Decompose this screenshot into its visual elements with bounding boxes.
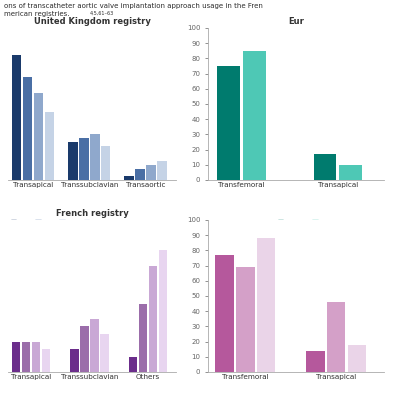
Legend: 2011–12, 2013: 2011–12, 2013 bbox=[278, 220, 334, 226]
Bar bbox=[100, 334, 109, 372]
Bar bbox=[216, 255, 234, 372]
Bar bbox=[34, 92, 43, 180]
Text: merican registries.: merican registries. bbox=[4, 11, 70, 17]
Bar bbox=[90, 134, 100, 180]
Legend: 2009, 2010, 2011, 2012: 2009, 2010, 2011, 2012 bbox=[11, 220, 106, 226]
Bar bbox=[12, 55, 22, 180]
Bar bbox=[159, 250, 168, 372]
Bar bbox=[135, 168, 145, 180]
Bar bbox=[243, 51, 266, 180]
Bar bbox=[157, 161, 167, 180]
Bar bbox=[44, 112, 54, 180]
Bar bbox=[217, 66, 240, 180]
Bar bbox=[306, 351, 325, 372]
Text: ons of transcatheter aortic valve implantation approach usage in the Fren: ons of transcatheter aortic valve implan… bbox=[4, 3, 263, 9]
Bar bbox=[22, 342, 30, 372]
Bar bbox=[42, 349, 50, 372]
Bar bbox=[139, 304, 148, 372]
Title: United Kingdom registry: United Kingdom registry bbox=[34, 17, 150, 26]
Bar bbox=[80, 326, 89, 372]
Title: Eur: Eur bbox=[288, 17, 304, 26]
Bar bbox=[339, 165, 362, 180]
Bar bbox=[12, 342, 20, 372]
Bar bbox=[129, 357, 138, 372]
Bar bbox=[314, 154, 336, 180]
Bar bbox=[149, 266, 158, 372]
Bar bbox=[124, 176, 134, 180]
Bar bbox=[90, 319, 99, 372]
Bar bbox=[70, 349, 79, 372]
Bar bbox=[146, 165, 156, 180]
Bar bbox=[236, 267, 254, 372]
Bar bbox=[68, 142, 78, 180]
Text: 4,5,61–63: 4,5,61–63 bbox=[90, 11, 114, 16]
Bar bbox=[101, 146, 110, 180]
Bar bbox=[32, 342, 40, 372]
Bar bbox=[327, 302, 345, 372]
Bar bbox=[348, 345, 366, 372]
Title: French registry: French registry bbox=[56, 209, 128, 218]
Bar bbox=[257, 238, 275, 372]
Bar bbox=[23, 77, 32, 180]
Bar bbox=[79, 138, 89, 180]
